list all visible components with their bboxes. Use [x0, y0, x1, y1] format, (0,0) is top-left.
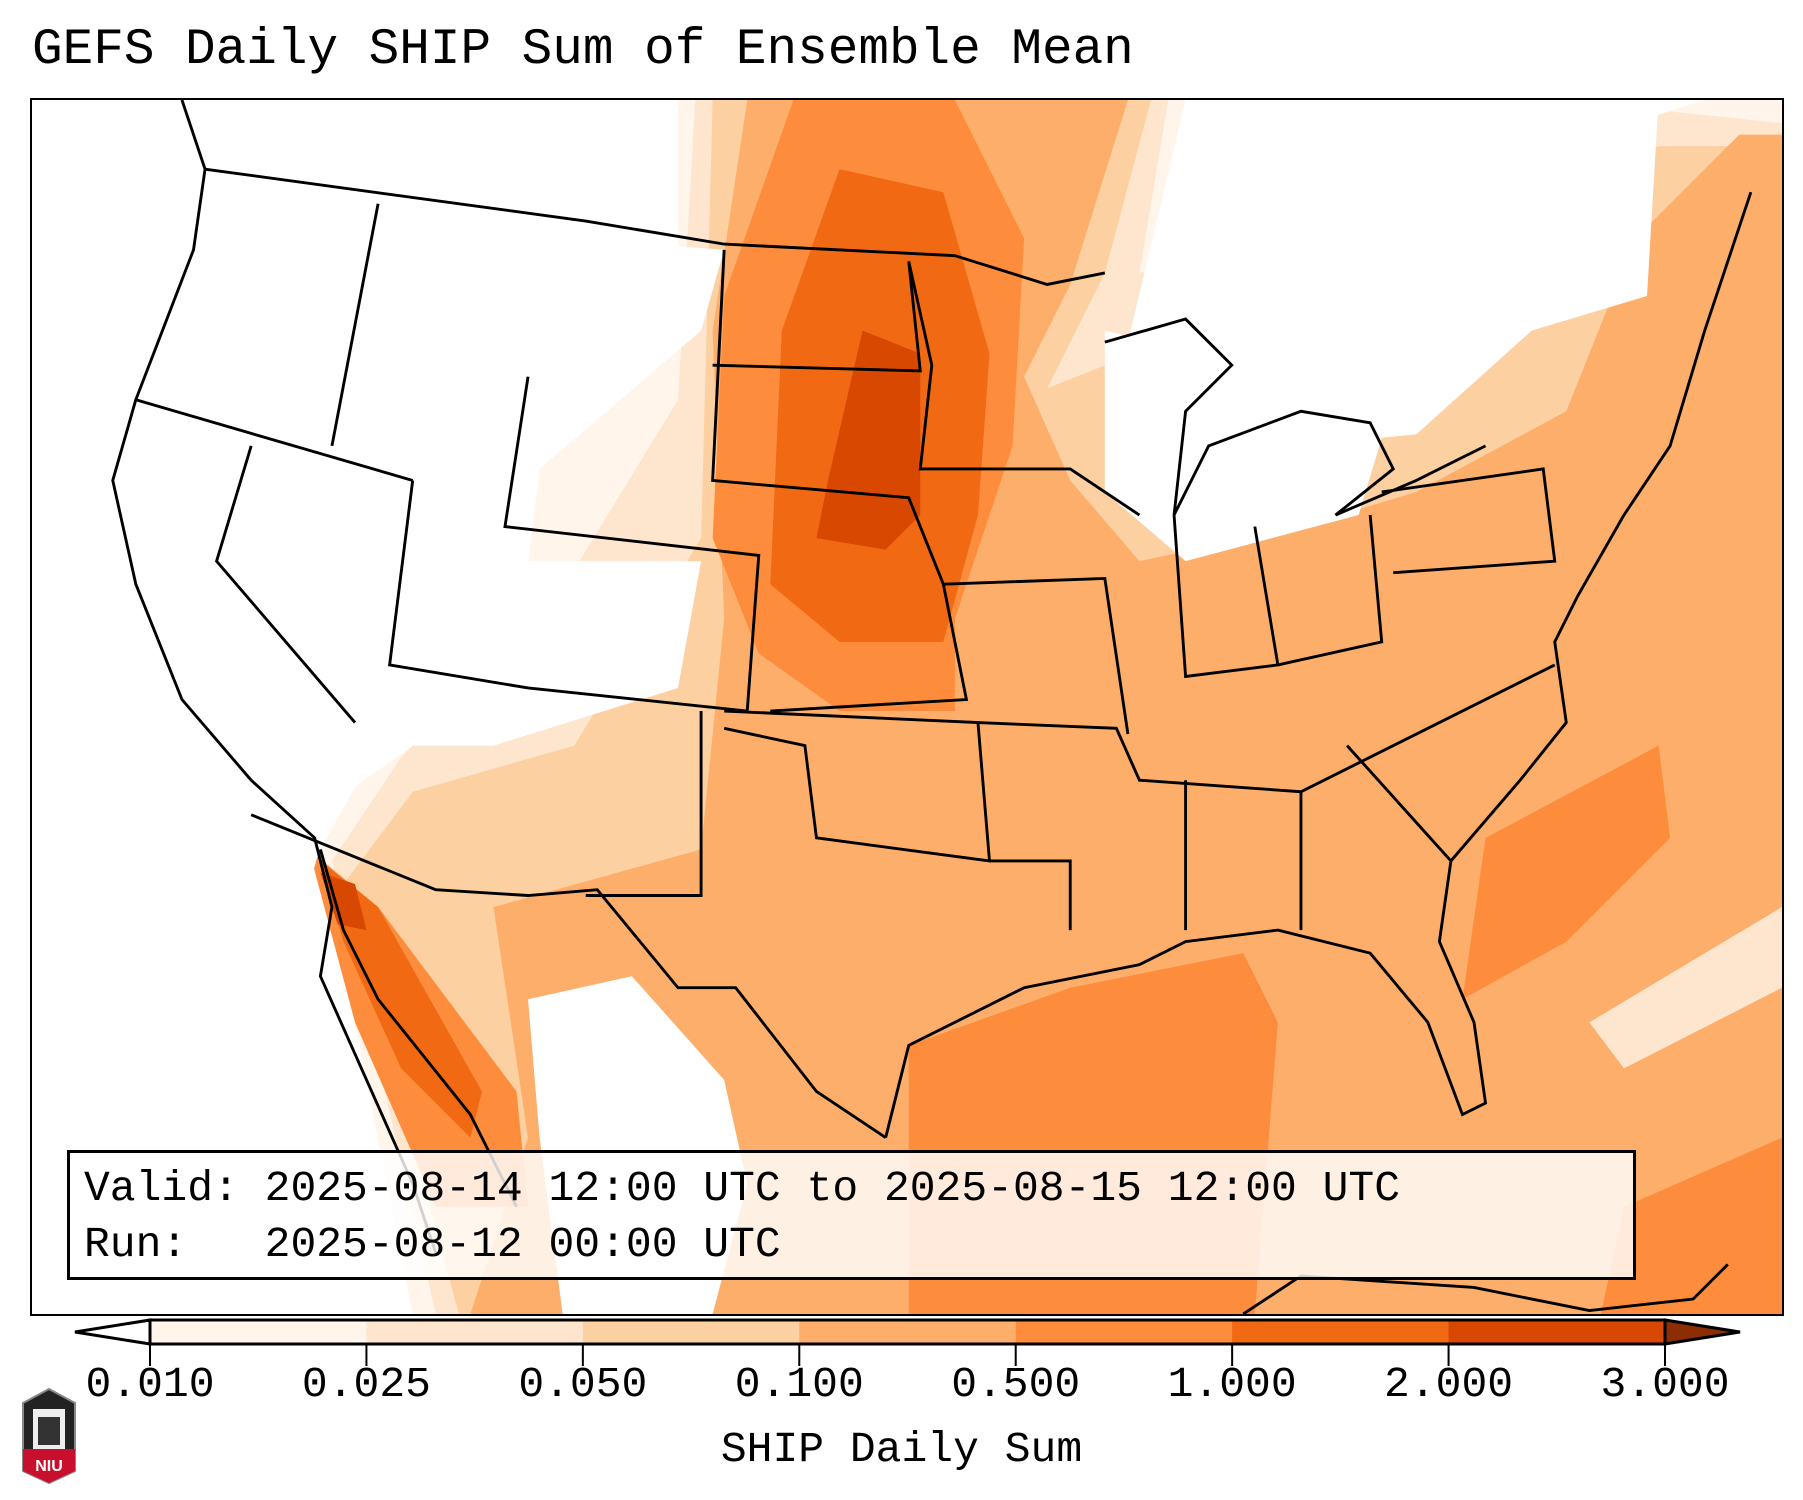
field-none-west	[32, 100, 725, 977]
state-line	[503, 376, 761, 713]
state-line	[943, 576, 1130, 735]
gulf-coast	[884, 191, 1753, 1138]
state-line	[1172, 514, 1280, 679]
coastline-west	[111, 100, 438, 1254]
state-line	[1381, 467, 1557, 575]
svg-text:NIU: NIU	[35, 1458, 63, 1475]
run-label: Run:	[84, 1220, 188, 1269]
colorbar-bin	[1448, 1320, 1666, 1344]
state-line	[330, 203, 380, 447]
valid-value: 2025-08-14 12:00 UTC to 2025-08-15 12:00…	[264, 1164, 1401, 1213]
map-svg	[32, 100, 1782, 1314]
colorbar-bin	[799, 1320, 1017, 1344]
colorbar-tick-label: 0.025	[301, 1360, 431, 1409]
colorbar-tick-label: 1.000	[1167, 1360, 1297, 1409]
field-lighter-atlantic	[1589, 907, 1782, 1069]
run-value: 2025-08-12 00:00 UTC	[264, 1220, 781, 1269]
map-panel	[30, 98, 1784, 1316]
great-lakes	[1104, 317, 1487, 517]
state-line	[977, 663, 1556, 794]
field-none-greatlakes	[1104, 330, 1394, 562]
colorbar-tick-label: 3.000	[1600, 1360, 1730, 1409]
state-line	[723, 709, 992, 863]
colorbar-tick-label: 0.100	[734, 1360, 864, 1409]
colorbar-label: SHIP Daily Sum	[720, 1425, 1083, 1474]
colorbar-bin	[150, 1320, 367, 1344]
state-line	[214, 445, 357, 724]
colorbar-over-arrow	[1663, 1318, 1741, 1346]
valid-label: Valid:	[84, 1164, 239, 1213]
colorbar-tick-label: 0.050	[518, 1360, 648, 1409]
colorbar-bin	[1232, 1320, 1450, 1344]
colorbar-tick-label: 0.010	[85, 1360, 215, 1409]
field-0.5-caribbean	[1600, 1137, 1782, 1314]
state-line	[1277, 514, 1384, 667]
state-line	[989, 859, 1072, 931]
niu-logo: NIU	[22, 1387, 76, 1485]
colorbar-outline	[148, 1318, 1667, 1346]
field-0.5-atlantic	[1462, 745, 1671, 1000]
state-line	[1346, 744, 1452, 862]
field-1.0-baja	[320, 860, 482, 1138]
cuba	[1242, 1263, 1729, 1314]
state-line	[711, 249, 969, 713]
state-line	[135, 398, 414, 482]
state-line	[712, 261, 922, 373]
colorbar-tick-label: 2.000	[1384, 1360, 1514, 1409]
colorbar-under-arrow	[74, 1318, 152, 1346]
colorbar-bin	[1015, 1320, 1233, 1344]
colorbar-svg	[74, 1318, 1741, 1366]
state-line	[388, 480, 529, 690]
boundaries	[111, 100, 1753, 1314]
mexico-coast	[319, 848, 518, 1208]
field-none-canada	[1127, 100, 1659, 446]
chart-title: GEFS Daily SHIP Sum of Ensemble Mean	[32, 22, 1134, 79]
valid-run-info-box: Valid: 2025-08-14 12:00 UTC to 2025-08-1…	[67, 1150, 1636, 1280]
colorbar-bin	[582, 1320, 800, 1344]
colorbar	[70, 1314, 1745, 1384]
us-mexico-border	[250, 813, 887, 1139]
state-line	[585, 711, 703, 897]
us-canada-border	[204, 167, 1106, 286]
state-line	[907, 261, 1141, 517]
colorbar-tick-label: 0.500	[951, 1360, 1081, 1409]
colorbar-bin	[366, 1320, 584, 1344]
field-2.0	[816, 330, 921, 550]
